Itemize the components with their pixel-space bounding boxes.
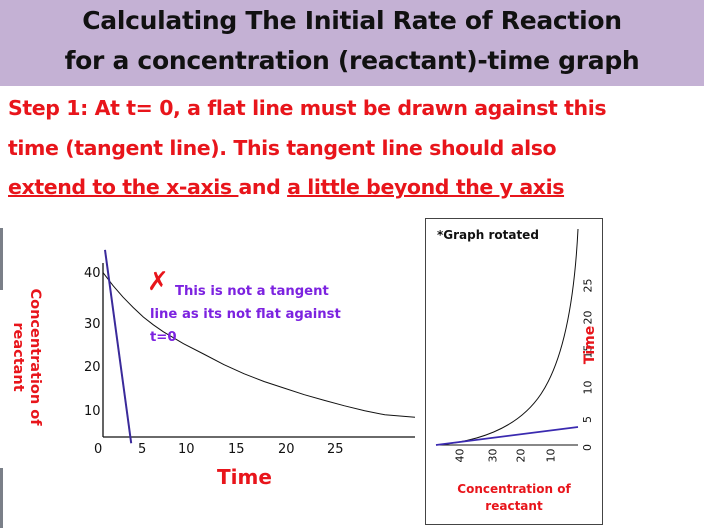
left-edge-bar-lower [0, 468, 3, 528]
rotated-graph-plot [435, 228, 579, 446]
rotated-tangent-line [435, 426, 579, 446]
title-line-1: Calculating The Initial Rate of Reaction [82, 6, 622, 35]
x-axis-label: Time [217, 465, 272, 489]
x-tick-label: 15 [228, 442, 245, 457]
incorrect-steep-line [104, 249, 133, 444]
rotated-conc-tick: 20 [514, 448, 528, 463]
x-tick-label: 5 [138, 442, 147, 457]
rotated-conc-label-line: Concentration of [457, 482, 571, 496]
rotated-conc-tick: 30 [486, 448, 500, 463]
rotated-time-tick: 25 [581, 278, 595, 293]
rotated-time-label: Time [582, 325, 599, 365]
decay-curve-line [102, 272, 416, 418]
x-tick-label: 20 [278, 442, 295, 457]
note-line: t=0 [150, 330, 177, 345]
note-line: line as its not flat against [150, 307, 341, 322]
step-connector: and [238, 175, 288, 199]
step-line-3: extend to the x-axis and a little beyond… [8, 175, 564, 199]
rotated-conc-tick: 10 [544, 448, 558, 463]
title-banner [0, 0, 704, 86]
rotated-time-tick: 5 [581, 416, 594, 423]
step-underline-y-axis: a little beyond the y axis [287, 175, 565, 199]
y-tick-label: 40 [84, 266, 101, 281]
step-line-2: time (tangent line). This tangent line s… [8, 136, 557, 160]
step-underline-x-axis: extend to the x-axis [8, 175, 239, 199]
rotated-time-tick: 10 [581, 380, 595, 395]
title-line-2: for a concentration (reactant)-time grap… [64, 46, 640, 75]
rotated-time-tick: 0 [581, 444, 594, 451]
step-line-1: Step 1: At t= 0, a flat line must be dra… [8, 96, 607, 120]
rotated-conc-label-line: reactant [485, 499, 543, 513]
y-tick-label: 20 [84, 360, 101, 375]
left-edge-bar [0, 228, 3, 290]
rotated-curve [435, 228, 579, 446]
rotated-graph-title: *Graph rotated [437, 228, 539, 242]
x-tick-label: 10 [178, 442, 195, 457]
cross-mark-icon: ✗ [147, 267, 169, 297]
x-tick-label: 25 [327, 442, 344, 457]
not-tangent-note: This is not a tangent line as its not fl… [150, 280, 365, 349]
x-tick-label: 0 [94, 442, 103, 457]
note-line: This is not a tangent [175, 284, 329, 299]
y-tick-label: 30 [84, 317, 101, 332]
rotated-graph-panel: *Graph rotated 0 5 10 15 20 25 Time 40 3… [425, 218, 603, 525]
rotated-conc-tick: 40 [453, 448, 467, 463]
rotated-time-tick: 20 [581, 310, 595, 325]
rotated-conc-label: Concentration of reactant [426, 481, 602, 515]
y-tick-label: 10 [84, 404, 101, 419]
